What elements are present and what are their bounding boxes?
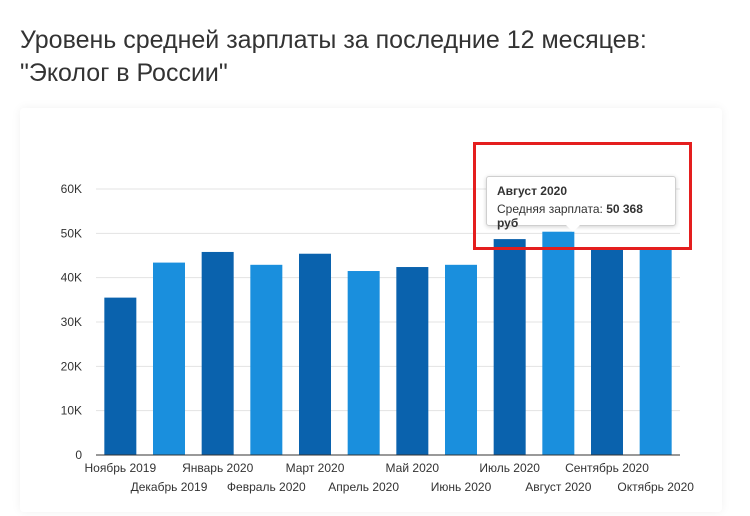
highlight-frame — [473, 142, 692, 250]
y-tick-label: 60K — [61, 182, 82, 196]
title-line-1: Уровень средней зарплаты за последние 12… — [20, 26, 647, 54]
y-tick-label: 10K — [61, 404, 82, 418]
x-tick-label: Апрель 2020 — [328, 480, 399, 494]
x-tick-label: Январь 2020 — [182, 461, 253, 475]
x-tick-label: Июль 2020 — [479, 461, 540, 475]
bar — [445, 264, 477, 455]
title-line-2: "Эколог в России" — [20, 59, 228, 87]
bar — [250, 264, 283, 455]
bar — [542, 231, 575, 455]
bar — [396, 267, 429, 455]
x-tick-label: Февраль 2020 — [227, 480, 306, 494]
bar — [347, 271, 380, 455]
x-tick-label: Май 2020 — [386, 461, 440, 475]
tooltip-month: Август 2020 — [497, 184, 567, 198]
tooltip-pointer — [566, 225, 580, 232]
bar — [639, 248, 672, 455]
x-tick-label: Август 2020 — [525, 480, 591, 494]
bar-tooltip: Август 2020 Средняя зарплата: 50 368 руб — [486, 176, 676, 230]
bar — [493, 239, 526, 455]
bar — [153, 262, 185, 455]
y-tick-label: 0 — [75, 448, 82, 462]
bar — [299, 253, 331, 455]
x-tick-label: Июнь 2020 — [431, 480, 492, 494]
y-tick-label: 50K — [61, 226, 82, 240]
y-tick-label: 20K — [61, 359, 82, 373]
x-tick-label: Сентябрь 2020 — [565, 461, 649, 475]
x-tick-label: Март 2020 — [286, 461, 345, 475]
tooltip-label: Средняя зарплата: — [497, 202, 603, 216]
tooltip-value: 50 368 руб — [497, 202, 643, 230]
x-tick-label: Декабрь 2019 — [131, 480, 208, 494]
y-tick-label: 40K — [61, 271, 82, 285]
bar — [104, 297, 137, 455]
y-tick-label: 30K — [61, 315, 82, 329]
x-tick-label: Октябрь 2020 — [617, 480, 694, 494]
chart-title: Уровень средней зарплаты за последние 12… — [20, 24, 647, 90]
bar — [591, 248, 623, 455]
tooltip-line: Средняя зарплата: 50 368 руб — [497, 202, 665, 230]
bar — [201, 251, 234, 455]
x-tick-label: Ноябрь 2019 — [84, 461, 156, 475]
